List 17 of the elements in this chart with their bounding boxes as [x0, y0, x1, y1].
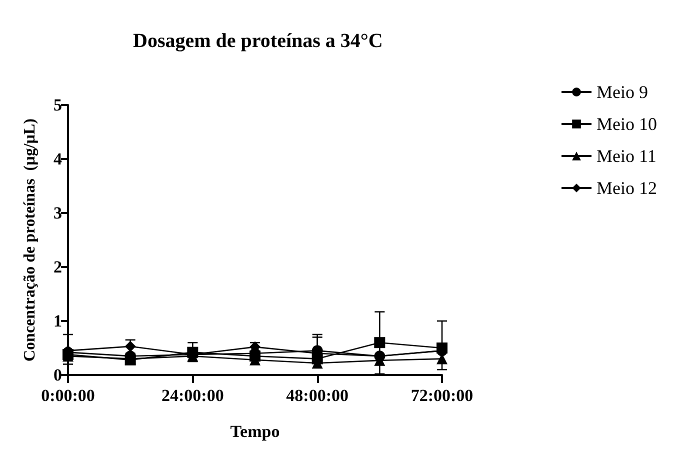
legend-label: Meio 10 — [596, 114, 658, 134]
x-axis-title: Tempo — [230, 422, 280, 441]
y-axis-title: Concentração de proteínas (µg/µL) — [22, 118, 38, 362]
y-tick-label: 3 — [54, 204, 62, 222]
x-tick-label: 72:00:00 — [410, 386, 474, 405]
y-tick-label: 0 — [54, 366, 62, 384]
y-tick-label: 1 — [54, 312, 62, 330]
x-tick-label: 0:00:00 — [41, 386, 95, 405]
chart-title: Dosagem de proteínas a 34°C — [133, 30, 383, 52]
legend-label: Meio 12 — [596, 178, 658, 198]
y-tick-label: 4 — [54, 150, 62, 168]
y-tick-label: 5 — [54, 96, 62, 114]
x-tick-label: 48:00:00 — [286, 386, 348, 405]
legend-label: Meio 11 — [596, 146, 656, 166]
legend-label: Meio 9 — [596, 82, 648, 102]
y-tick-label: 2 — [54, 258, 62, 276]
x-tick-label: 24:00:00 — [162, 386, 224, 405]
